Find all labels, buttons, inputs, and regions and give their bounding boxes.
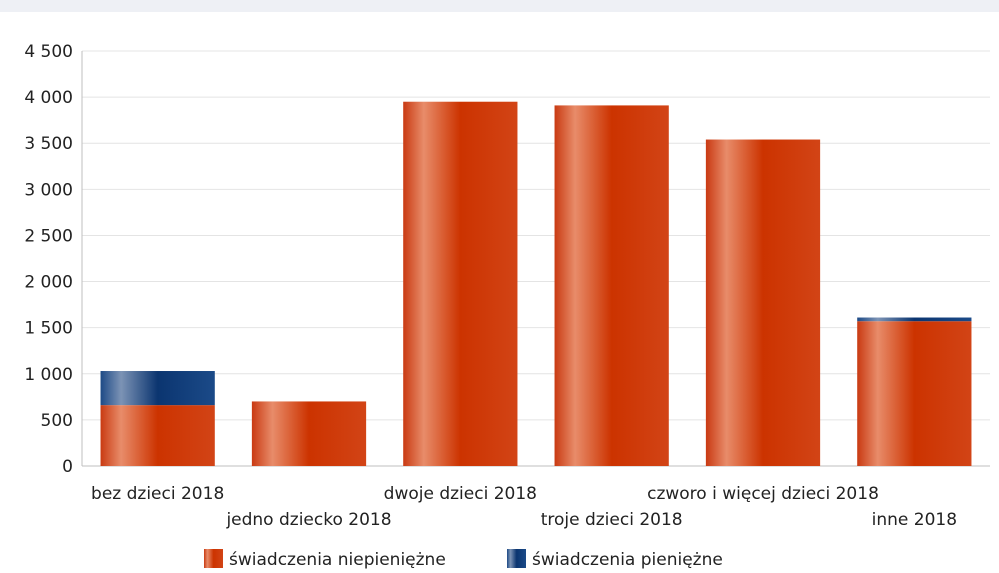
y-tick-label: 1 500 [24,319,73,339]
legend-label: świadczenia pieniężne [532,550,723,570]
bar-niepieniezne [554,105,669,467]
bar-niepieniezne [403,101,518,466]
axis-labels: 0 500 1 000 1 500 2 000 2 500 3 000 3 500 4 000 4… [24,42,957,530]
bar-niepieniezne [857,321,972,466]
top-strip [0,0,999,12]
bars [100,101,972,467]
y-tick-label: 4 500 [24,42,73,62]
bar-niepieniezne [100,405,215,466]
x-category-label: jedno dziecko 2018 [225,510,391,530]
y-tick-label: 3 500 [24,134,73,154]
bar-niepieniezne [705,139,821,467]
x-category-label: inne 2018 [872,510,957,530]
bar-pieniezne [100,371,215,406]
legend-swatch [507,549,526,568]
bar-niepieniezne [251,401,367,466]
legend-swatch [204,549,223,568]
axes [81,51,990,467]
x-category-label: bez dzieci 2018 [91,484,224,504]
x-category-label: troje dzieci 2018 [541,510,683,530]
bar-pieniezne [857,317,972,322]
grid-lines [82,50,990,421]
y-tick-label: 500 [41,411,73,431]
legend-label: świadczenia niepieniężne [229,550,446,570]
x-category-label: czworo i więcej dzieci 2018 [647,484,879,504]
y-tick-label: 4 000 [24,88,73,108]
legend: świadczenia niepieniężne świadczenia pien… [204,549,723,570]
y-tick-label: 0 [62,457,73,477]
y-tick-label: 3 000 [24,180,73,200]
y-tick-label: 1 000 [24,365,73,385]
y-tick-label: 2 000 [24,273,73,293]
x-category-label: dwoje dzieci 2018 [384,484,537,504]
y-tick-label: 2 500 [24,226,73,246]
